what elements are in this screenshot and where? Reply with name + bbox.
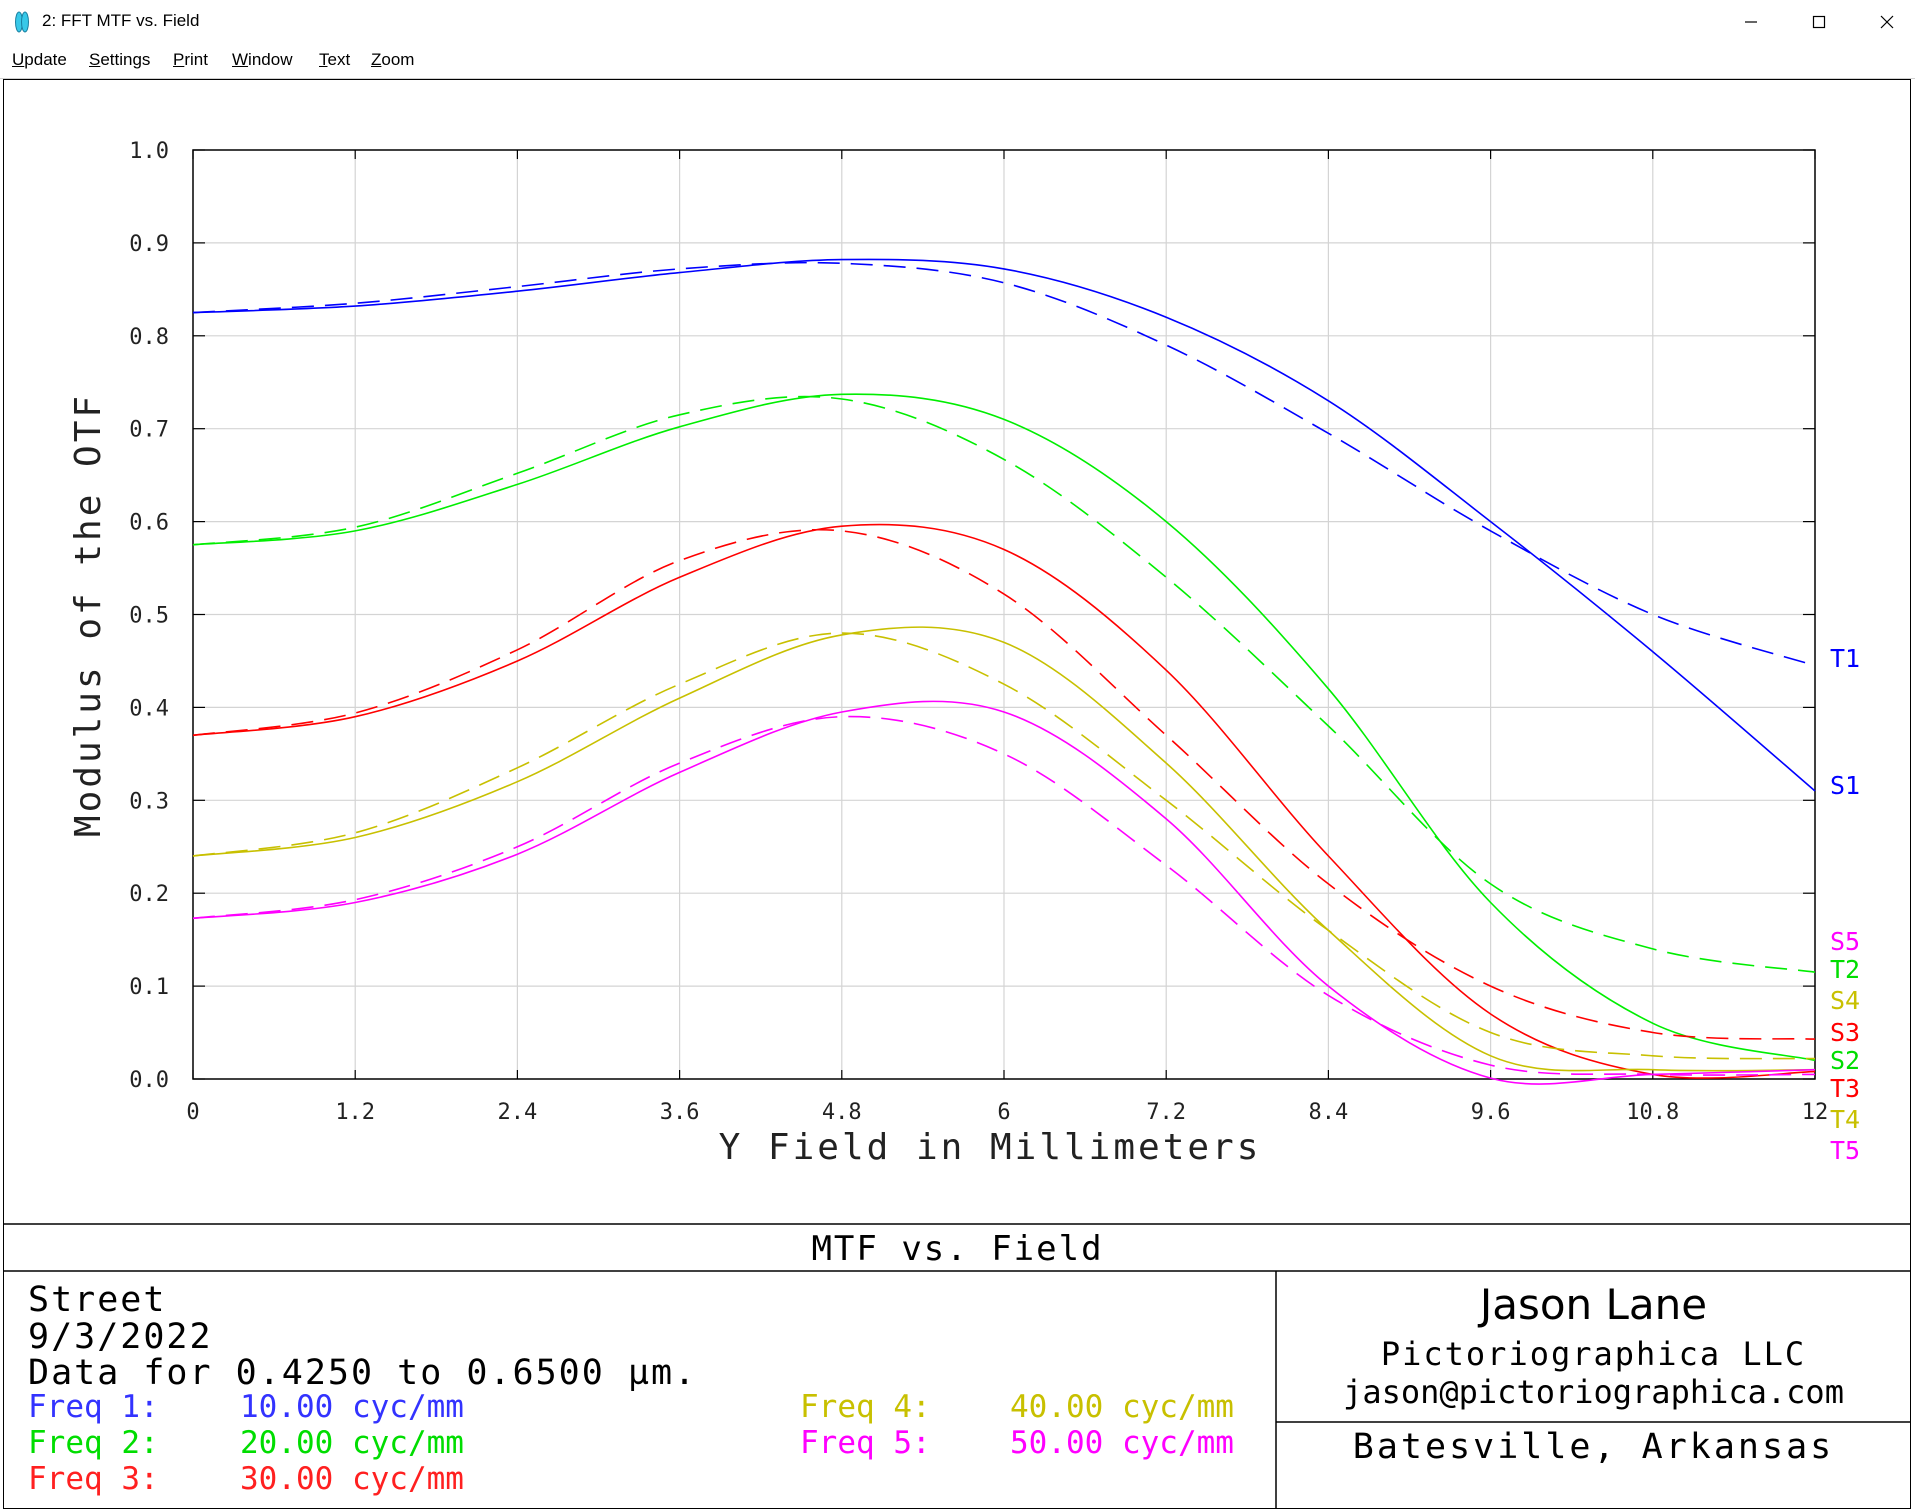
series-line-s4 <box>192 626 1816 1072</box>
freq-2-label: Freq 2: <box>28 1425 159 1461</box>
series-line-t1 <box>192 261 1816 667</box>
y-tick-label: 0.4 <box>129 696 169 721</box>
freq-4-label: Freq 4: <box>800 1389 931 1425</box>
freq-5-label: Freq 5: <box>800 1425 931 1461</box>
freq-1-label: Freq 1: <box>28 1389 159 1425</box>
x-tick-label: 12 <box>1802 1100 1829 1125</box>
menu-window[interactable]: Window <box>232 50 293 69</box>
x-tick-label: 9.6 <box>1471 1100 1511 1125</box>
company-name: Pictoriographica LLC <box>1380 1335 1807 1373</box>
minimize-button[interactable] <box>1717 0 1785 44</box>
series-line-s3 <box>192 523 1816 1079</box>
mtf-chart: 0 1.2 2.4 3.6 4.8 6 7.2 8.4 9.6 10.8 12 0.0 0.1 0.2 0.… <box>68 139 1860 1168</box>
legend-label-s4: S4 <box>1830 986 1860 1015</box>
maximize-button[interactable] <box>1785 0 1853 44</box>
y-tick-label: 0.5 <box>129 604 169 629</box>
author-name: Jason Lane <box>1479 1280 1708 1329</box>
legend-label-s2: S2 <box>1830 1046 1860 1075</box>
y-tick-label: 0.8 <box>129 325 169 350</box>
x-tick-label: 6 <box>997 1100 1010 1125</box>
grid <box>193 150 1815 1079</box>
plot-frame <box>3 79 1911 1509</box>
series-line-t5 <box>192 715 1816 1076</box>
y-tick-label: 0.2 <box>129 882 169 907</box>
close-icon <box>1880 15 1894 29</box>
x-tick-label: 1.2 <box>335 1100 375 1125</box>
series-line-t3 <box>192 528 1816 1040</box>
series-line-s5 <box>192 700 1816 1085</box>
menu-bar: Update Settings Print Window Text Zoom <box>0 44 1915 79</box>
axis-ticks: 0 1.2 2.4 3.6 4.8 6 7.2 8.4 9.6 10.8 12 0.0 0.1 0.2 0.… <box>129 139 1828 1125</box>
x-tick-label: 3.6 <box>660 1100 700 1125</box>
y-tick-label: 0.3 <box>129 789 169 814</box>
freq-3-value: 30.00 cyc/mm <box>240 1461 464 1497</box>
data-range: Data for 0.4250 to 0.6500 µm. <box>28 1353 698 1393</box>
x-axis-label: Y Field in Millimeters <box>719 1127 1262 1168</box>
legend-label-s5: S5 <box>1830 927 1860 956</box>
freq-4-value: 40.00 cyc/mm <box>1010 1389 1234 1425</box>
legend-label-s1: S1 <box>1830 771 1860 800</box>
y-tick-label: 1.0 <box>129 139 169 164</box>
series-line-s1 <box>192 258 1816 792</box>
x-tick-label: 8.4 <box>1309 1100 1349 1125</box>
y-tick-label: 0.7 <box>129 418 169 443</box>
legend-label-t1: T1 <box>1830 644 1860 673</box>
y-tick-label: 0.6 <box>129 511 169 536</box>
minimize-icon <box>1745 21 1757 23</box>
menu-settings[interactable]: Settings <box>89 50 151 69</box>
menu-text[interactable]: Text <box>319 50 351 69</box>
legend-label-t2: T2 <box>1830 955 1860 984</box>
close-button[interactable] <box>1853 0 1915 44</box>
freq-1-value: 10.00 cyc/mm <box>240 1389 464 1425</box>
x-tick-label: 4.8 <box>822 1100 862 1125</box>
legend-label-t4: T4 <box>1830 1105 1860 1134</box>
x-tick-label: 10.8 <box>1626 1100 1679 1125</box>
window-title: 2: FFT MTF vs. Field <box>42 11 200 30</box>
info-title: MTF vs. Field <box>811 1229 1104 1269</box>
lens-icon <box>15 11 29 33</box>
company-location: Batesville, Arkansas <box>1352 1427 1835 1467</box>
maximize-icon <box>1812 15 1826 29</box>
x-tick-label: 2.4 <box>498 1100 538 1125</box>
menu-print[interactable]: Print <box>173 50 208 69</box>
author-email: jason@pictoriographica.com <box>1343 1373 1844 1411</box>
y-tick-label: 0.9 <box>129 232 169 257</box>
series <box>192 258 1816 1085</box>
legend-label-t3: T3 <box>1830 1074 1860 1103</box>
series-line-t2 <box>192 395 1816 973</box>
x-tick-label: 0 <box>186 1100 199 1125</box>
freq-3-label: Freq 3: <box>28 1461 159 1497</box>
report-date: 9/3/2022 <box>28 1317 213 1357</box>
legend-label-s3: S3 <box>1830 1018 1860 1047</box>
series-line-s2 <box>192 393 1816 1062</box>
y-tick-label: 0.0 <box>129 1068 169 1093</box>
y-axis-label: Modulus of the OTF <box>68 393 109 837</box>
freq-5-value: 50.00 cyc/mm <box>1010 1425 1234 1461</box>
freq-2-value: 20.00 cyc/mm <box>240 1425 464 1461</box>
menu-zoom[interactable]: Zoom <box>371 50 415 69</box>
legend-label-t5: T5 <box>1830 1136 1860 1165</box>
x-tick-label: 7.2 <box>1146 1100 1186 1125</box>
lens-name: Street <box>28 1280 167 1320</box>
menu-update[interactable]: Update <box>12 50 67 69</box>
series-line-t4 <box>192 632 1816 1060</box>
y-tick-label: 0.1 <box>129 975 169 1000</box>
